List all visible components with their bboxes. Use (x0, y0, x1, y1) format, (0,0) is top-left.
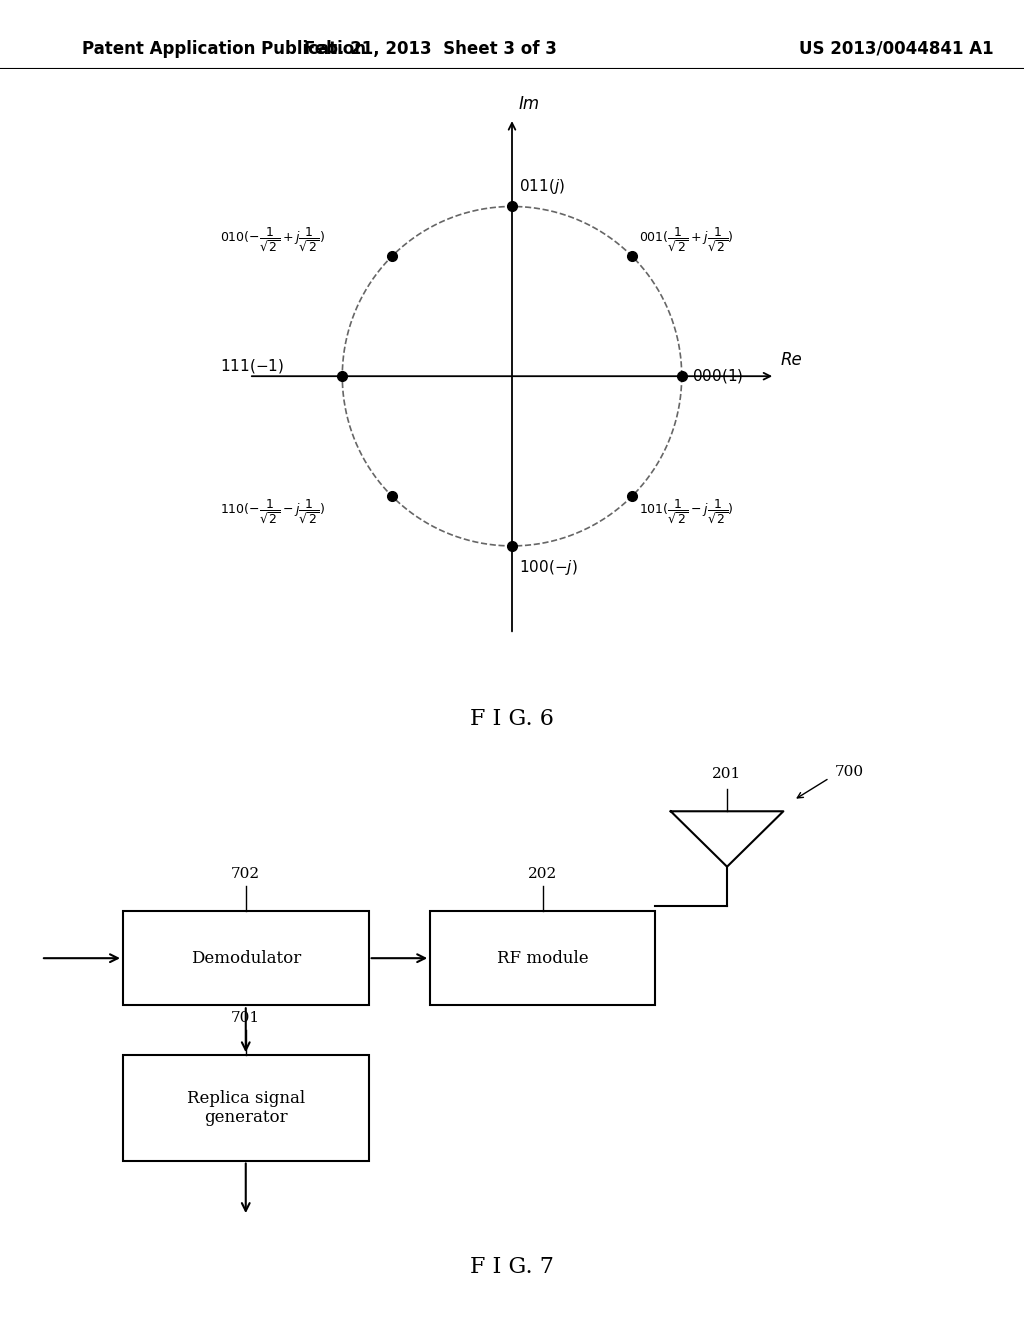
Text: $011(j)$: $011(j)$ (519, 177, 564, 197)
Text: US 2013/0044841 A1: US 2013/0044841 A1 (799, 40, 993, 58)
Text: F I G. 6: F I G. 6 (470, 709, 554, 730)
Text: $010(-\dfrac{1}{\sqrt{2}}+j\dfrac{1}{\sqrt{2}})$: $010(-\dfrac{1}{\sqrt{2}}+j\dfrac{1}{\sq… (220, 227, 326, 255)
Text: 201: 201 (713, 767, 741, 780)
Text: Demodulator: Demodulator (190, 949, 301, 966)
Text: 700: 700 (835, 766, 863, 780)
Bar (430, 911, 655, 1006)
Bar (123, 1055, 369, 1160)
Text: Feb. 21, 2013  Sheet 3 of 3: Feb. 21, 2013 Sheet 3 of 3 (304, 40, 556, 58)
Text: 702: 702 (231, 866, 260, 880)
Text: Patent Application Publication: Patent Application Publication (82, 40, 366, 58)
Text: $001(\dfrac{1}{\sqrt{2}}+j\dfrac{1}{\sqrt{2}})$: $001(\dfrac{1}{\sqrt{2}}+j\dfrac{1}{\sqr… (639, 227, 734, 255)
Text: $000(1)$: $000(1)$ (692, 367, 743, 385)
Text: 202: 202 (528, 866, 557, 880)
Text: $101(\dfrac{1}{\sqrt{2}}-j\dfrac{1}{\sqrt{2}})$: $101(\dfrac{1}{\sqrt{2}}-j\dfrac{1}{\sqr… (639, 498, 734, 525)
Text: $110(-\dfrac{1}{\sqrt{2}}-j\dfrac{1}{\sqrt{2}})$: $110(-\dfrac{1}{\sqrt{2}}-j\dfrac{1}{\sq… (220, 498, 326, 525)
Text: $100(-j)$: $100(-j)$ (519, 558, 578, 577)
Text: $111(-1)$: $111(-1)$ (220, 356, 285, 375)
Text: Replica signal
generator: Replica signal generator (186, 1089, 305, 1126)
Bar (123, 911, 369, 1006)
Text: 701: 701 (231, 1011, 260, 1024)
Text: Re: Re (780, 351, 802, 370)
Text: Im: Im (519, 95, 540, 114)
Text: F I G. 7: F I G. 7 (470, 1257, 554, 1278)
Text: RF module: RF module (497, 949, 589, 966)
